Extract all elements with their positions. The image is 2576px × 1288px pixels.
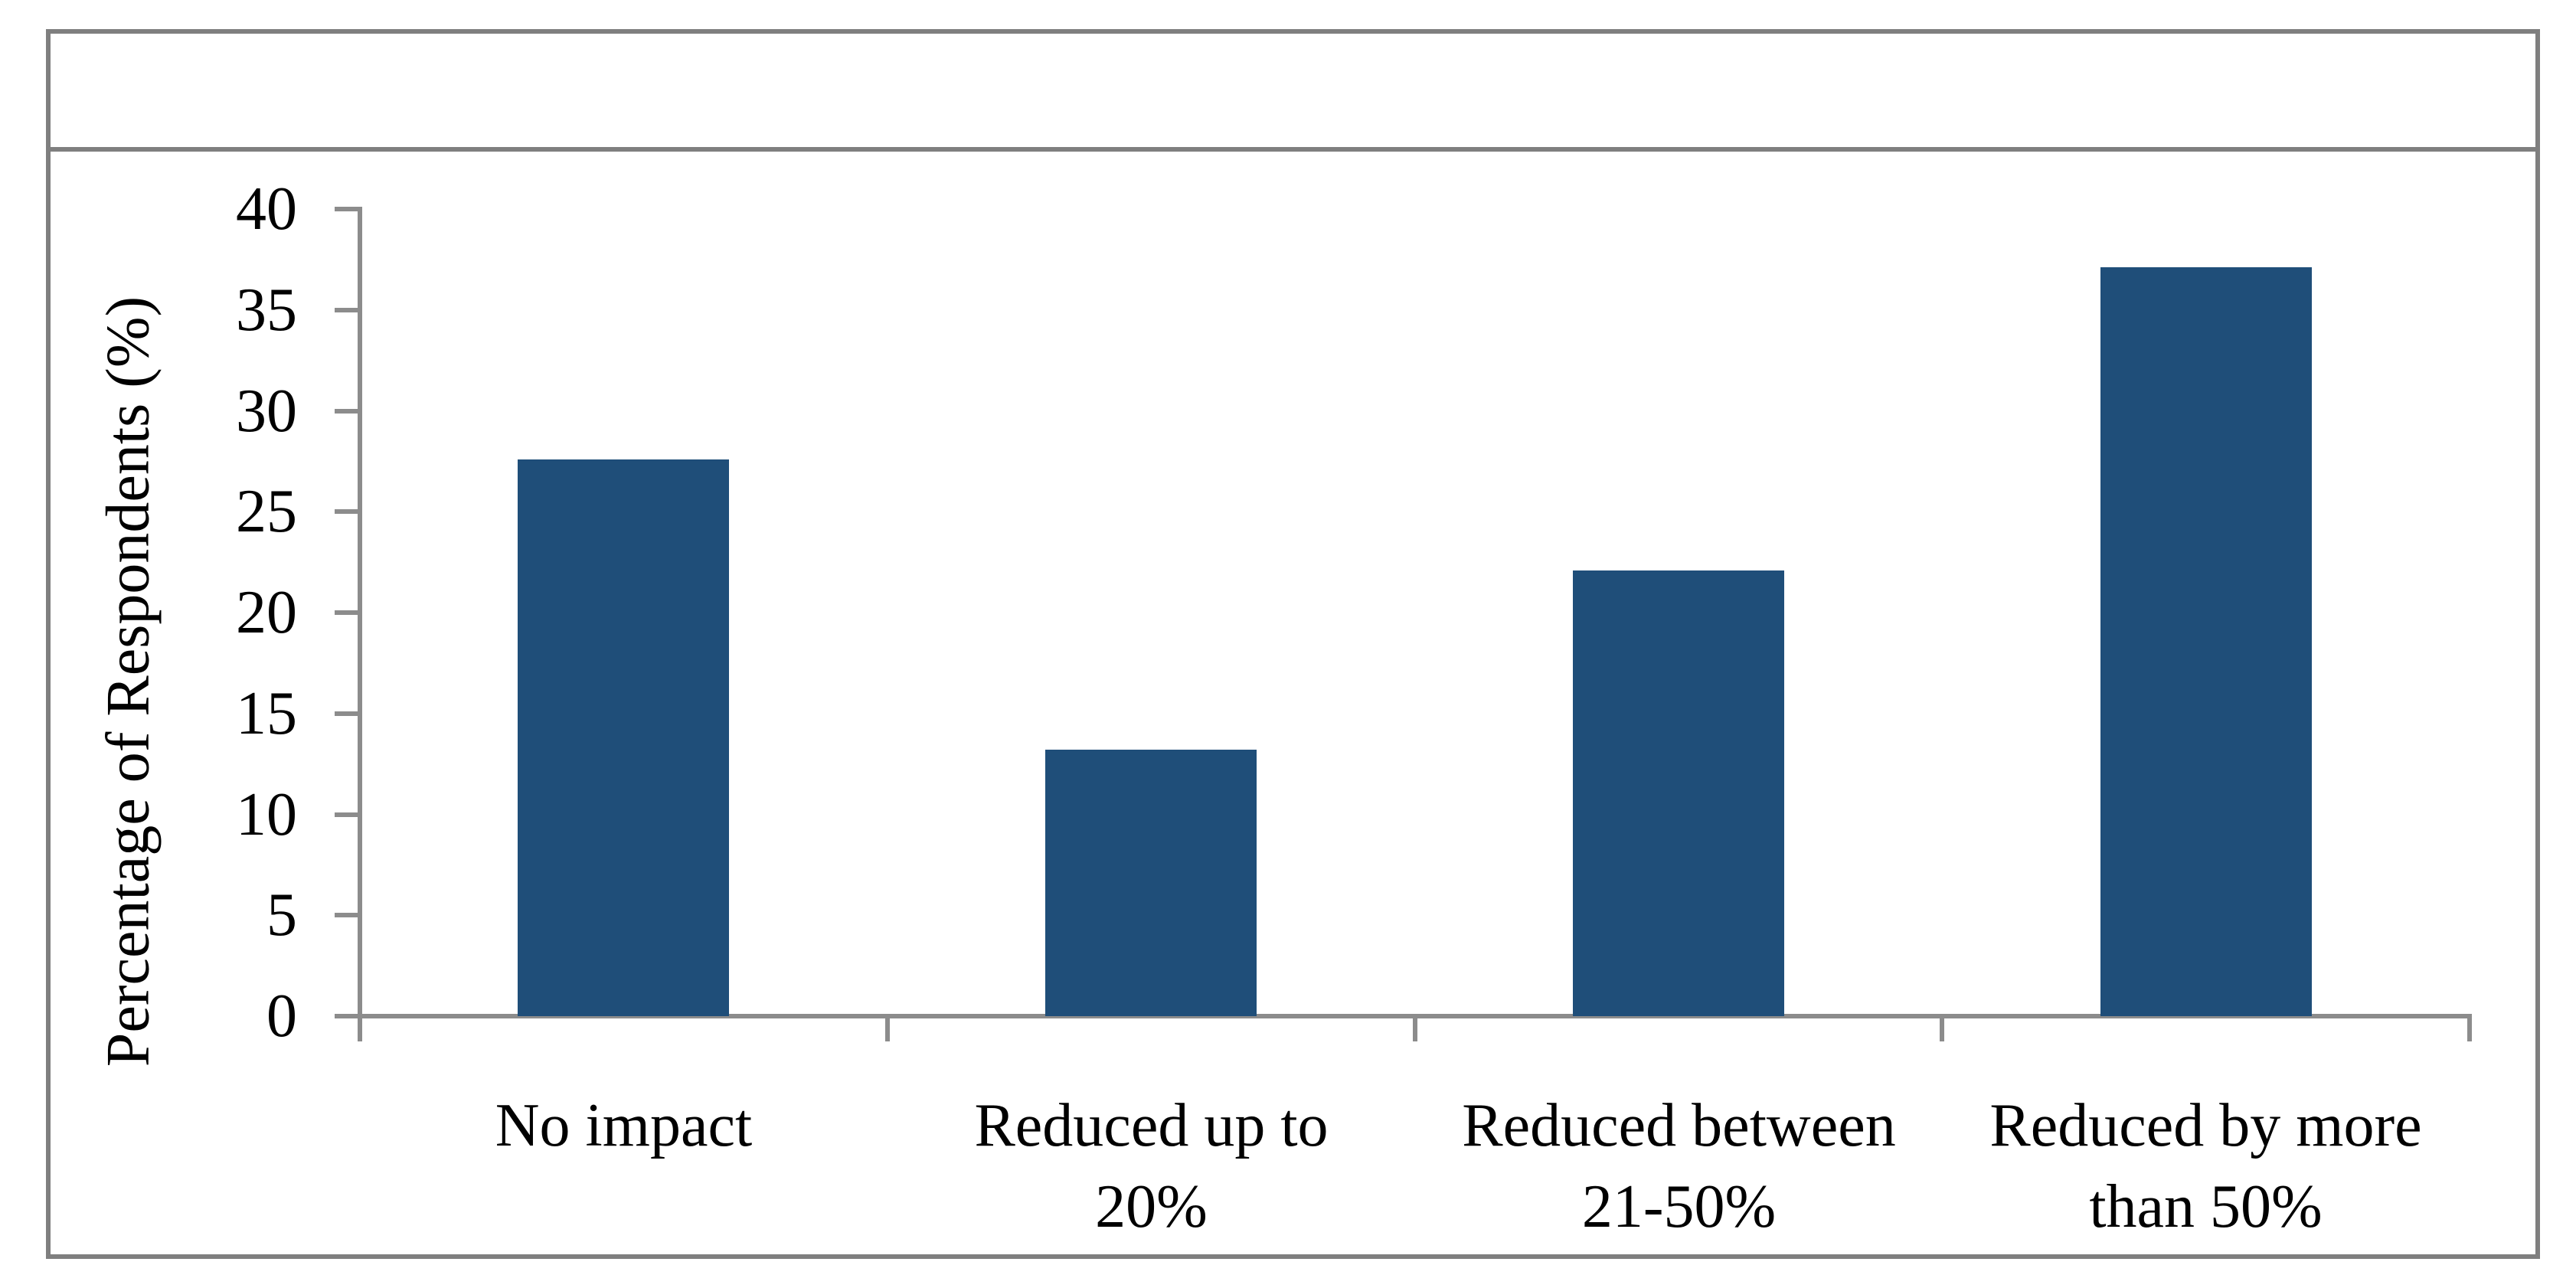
y-axis-tick — [335, 610, 358, 615]
y-tick-label: 0 — [266, 982, 297, 1050]
header-divider-line — [46, 147, 2540, 152]
y-tick-label: 35 — [236, 276, 297, 344]
x-axis-tick — [1940, 1018, 1945, 1041]
bar — [1045, 750, 1257, 1016]
bar — [1573, 570, 1784, 1016]
x-category-label: No impact — [495, 1092, 753, 1159]
bar — [518, 459, 729, 1016]
bar — [2100, 267, 2312, 1016]
x-axis-line — [358, 1014, 2472, 1018]
y-tick-label: 20 — [236, 579, 297, 646]
y-axis-tick — [335, 1014, 358, 1018]
y-tick-label: 15 — [236, 679, 297, 747]
y-axis-tick — [335, 509, 358, 515]
x-axis-tick — [1412, 1018, 1417, 1041]
figure-header-band — [51, 34, 2535, 147]
y-axis-tick — [335, 408, 358, 414]
y-axis-tick — [335, 307, 358, 312]
y-tick-label: 30 — [236, 377, 297, 445]
y-axis-tick — [335, 913, 358, 918]
y-axis-tick — [335, 711, 358, 716]
y-tick-label: 5 — [266, 881, 297, 950]
x-category-label: Reduced between 21-50% — [1462, 1092, 1896, 1241]
y-axis-tick — [335, 207, 358, 211]
y-tick-label: 40 — [236, 175, 297, 243]
x-axis-tick — [2467, 1018, 2472, 1041]
y-axis-tick — [335, 812, 358, 817]
x-axis-tick — [884, 1018, 890, 1041]
y-axis-line — [358, 207, 362, 1018]
x-category-label: Reduced up to 20% — [974, 1092, 1329, 1241]
x-axis-tick — [358, 1018, 362, 1041]
x-category-label: Reduced by more than 50% — [1989, 1092, 2422, 1241]
y-tick-label: 25 — [236, 478, 297, 546]
y-tick-label: 10 — [236, 780, 297, 848]
